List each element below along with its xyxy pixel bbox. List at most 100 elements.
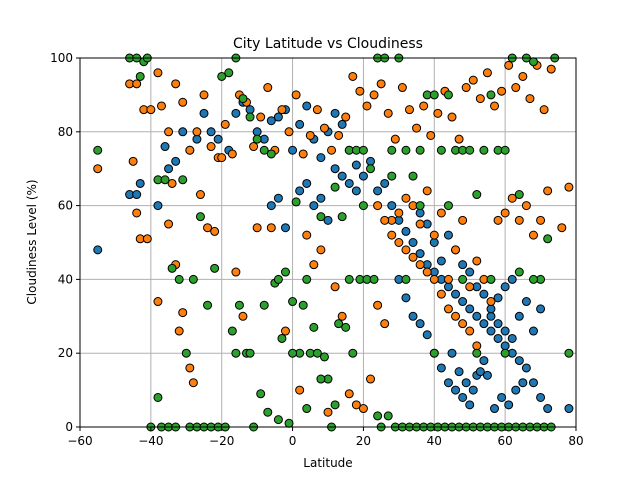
data-point [295,385,305,395]
data-point [479,319,489,329]
data-point [309,322,319,332]
data-point [252,223,262,233]
data-point [164,127,174,137]
data-point [174,274,184,284]
data-point [302,101,312,111]
data-point [479,145,489,155]
data-point [323,407,333,417]
data-point [387,230,397,240]
data-point [514,311,524,321]
x-tick-label: −20 [209,434,234,448]
data-point [266,201,276,211]
x-axis-label: Latitude [303,456,352,470]
y-tick-label: 60 [58,199,73,213]
x-tick-label: 80 [568,434,583,448]
data-point [443,282,453,292]
data-point [521,201,531,211]
data-point [358,201,368,211]
data-point [472,341,482,351]
data-point [316,153,326,163]
data-point [319,352,329,362]
data-point [454,367,464,377]
x-tick-label: 60 [498,434,513,448]
data-point [351,400,361,410]
data-point [465,304,475,314]
data-point [514,215,524,225]
data-point [334,130,344,140]
data-point [206,142,216,152]
data-point [291,90,301,100]
data-point [337,171,347,181]
data-point [341,322,351,332]
data-point [401,293,411,303]
data-point [309,201,319,211]
data-point [543,186,553,196]
data-point [408,252,418,262]
data-point [188,378,198,388]
data-point [472,348,482,358]
data-point [514,267,524,277]
data-point [415,260,425,270]
data-point [312,105,322,115]
data-point [507,274,517,284]
data-point [302,404,312,414]
x-tick-label: 40 [427,434,442,448]
data-point [564,404,574,414]
data-point [160,175,170,185]
data-point [277,105,287,115]
data-point [422,186,432,196]
data-point [93,164,103,174]
data-point [451,245,461,255]
data-point [316,245,326,255]
data-point [323,215,333,225]
data-point [443,304,453,314]
data-point [309,260,319,270]
data-point [185,145,195,155]
data-point [429,90,439,100]
data-point [330,108,340,118]
data-point [564,348,574,358]
data-point [337,119,347,129]
data-point [273,193,283,203]
data-point [93,245,103,255]
y-tick-label: 40 [58,272,73,286]
data-point [302,230,312,240]
data-point [132,208,142,218]
data-point [436,363,446,373]
data-point [408,311,418,321]
data-point [203,223,213,233]
data-point [369,274,379,284]
data-point [128,156,138,166]
data-point [380,215,390,225]
data-point [188,274,198,284]
data-point [528,274,538,284]
data-point [451,385,461,395]
data-point [305,130,315,140]
data-point [429,238,439,247]
data-point [465,282,475,292]
data-point [153,297,163,307]
data-point [344,178,354,188]
data-point [514,190,524,200]
data-point [493,319,503,329]
data-point [366,374,376,384]
data-point [164,164,174,174]
data-point [401,245,411,255]
data-point [355,86,365,96]
data-point [458,260,468,270]
data-point [536,392,546,402]
data-point [288,348,298,358]
data-point [443,230,453,240]
data-point [203,300,213,310]
data-point [319,123,329,133]
data-point [224,68,234,78]
data-point [475,94,485,104]
data-point [394,208,404,218]
data-point [178,97,188,107]
data-point [213,134,223,144]
data-point [493,215,503,225]
data-point [504,400,514,410]
data-point [475,367,485,377]
data-point [227,326,237,336]
